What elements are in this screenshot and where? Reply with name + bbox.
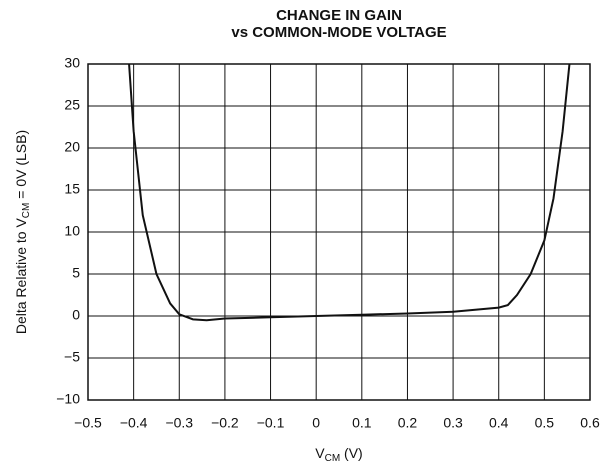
y-axis-label: Delta Relative to VCM = 0V (LSB): [13, 130, 32, 334]
y-tick-label: 10: [64, 223, 80, 239]
x-tick-label: 0.6: [580, 415, 600, 431]
y-tick-label: 20: [64, 139, 80, 155]
x-axis-label: VCM (V): [315, 445, 362, 464]
x-tick-label: −0.4: [120, 415, 148, 431]
y-tick-label: 5: [72, 265, 80, 281]
y-tick-label: 15: [64, 181, 80, 197]
x-tick-label: 0.5: [535, 415, 555, 431]
x-tick-label: 0: [312, 415, 320, 431]
x-tick-label: 0.4: [489, 415, 509, 431]
x-tick-label: −0.2: [211, 415, 239, 431]
x-tick-label: 0.2: [398, 415, 418, 431]
x-tick-label: 0.3: [443, 415, 463, 431]
x-tick-label: 0.1: [352, 415, 372, 431]
x-tick-label: −0.5: [74, 415, 102, 431]
y-tick-label: 25: [64, 97, 80, 113]
chart-subtitle: vs COMMON-MODE VOLTAGE: [231, 24, 446, 41]
plot-frame: [87, 63, 591, 401]
y-tick-label: −5: [64, 349, 80, 365]
y-tick-label: −10: [56, 391, 80, 407]
y-tick-label: 30: [64, 55, 80, 71]
data-line: [128, 63, 571, 322]
x-tick-label: −0.3: [165, 415, 193, 431]
chart-title: CHANGE IN GAIN: [276, 7, 402, 24]
y-tick-label: 0: [72, 307, 80, 323]
x-tick-label: −0.1: [257, 415, 285, 431]
